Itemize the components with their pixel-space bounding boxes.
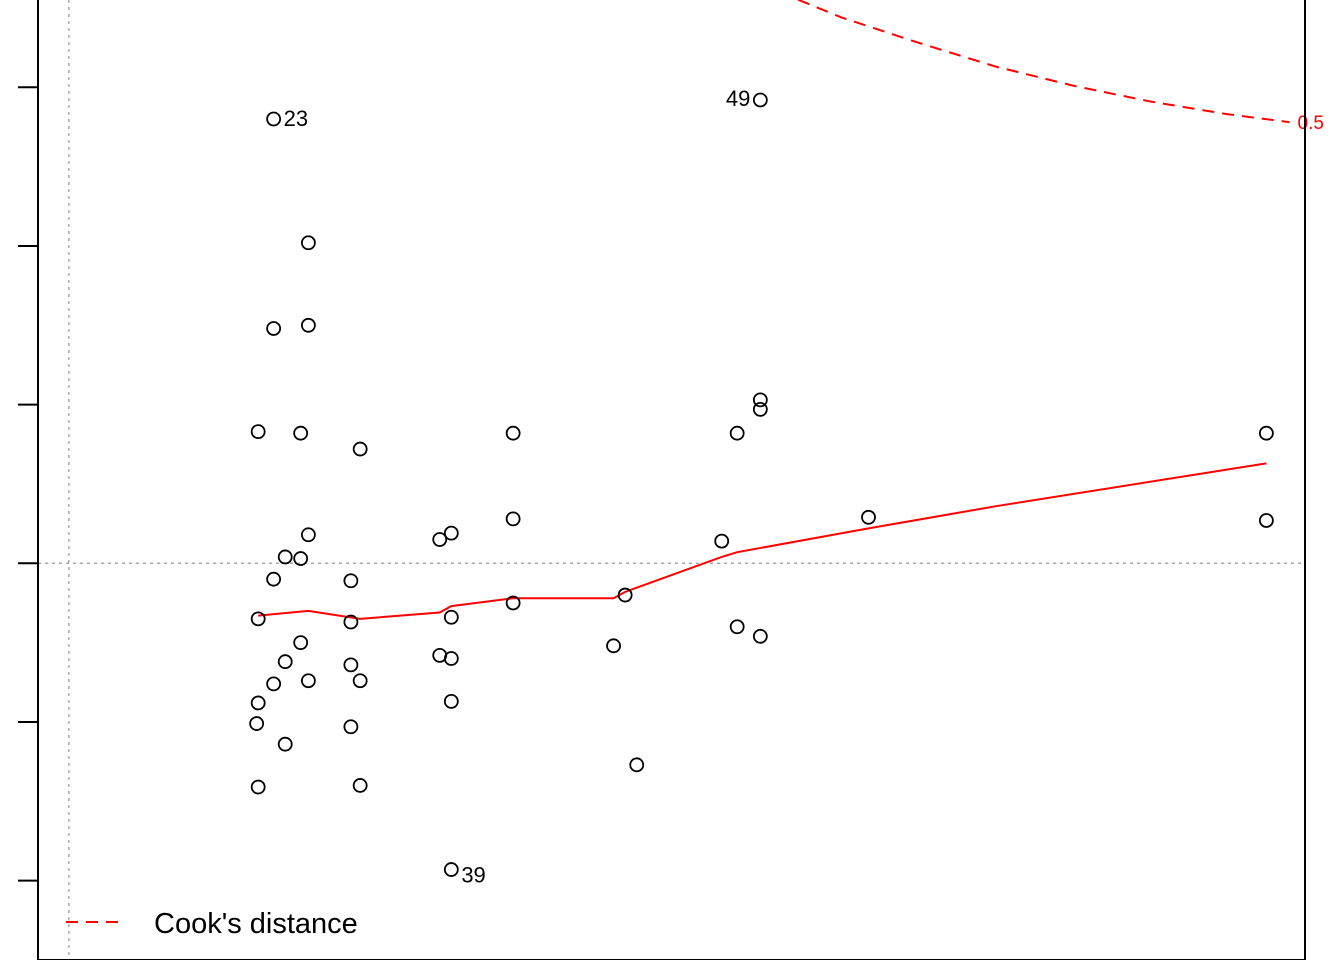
data-point	[752, 392, 768, 408]
legend: Cook's distance	[66, 908, 358, 940]
data-point	[714, 533, 730, 549]
data-point	[300, 235, 316, 251]
point-labels-layer: 23 49 39	[284, 86, 751, 888]
data-point	[343, 614, 359, 630]
data-point	[629, 757, 645, 773]
data-point	[352, 673, 368, 689]
data-point	[249, 716, 265, 731]
data-point	[617, 587, 633, 603]
data-point	[752, 92, 768, 108]
data-point	[293, 635, 309, 651]
data-point	[1258, 425, 1274, 441]
data-point	[250, 779, 266, 795]
data-point	[277, 736, 293, 752]
data-point	[250, 424, 266, 440]
data-point	[352, 441, 368, 457]
data-point	[343, 573, 359, 589]
data-point	[352, 778, 368, 793]
data-point	[293, 551, 309, 566]
data-point	[505, 511, 521, 527]
smoother-layer	[258, 462, 1267, 620]
data-point	[266, 111, 282, 127]
data-point	[443, 651, 459, 666]
data-point	[277, 654, 293, 670]
point-label: 39	[461, 863, 485, 888]
data-point	[752, 401, 768, 417]
data-point	[277, 549, 293, 565]
data-point	[443, 862, 459, 877]
legend-cooks-label: Cook's distance	[154, 908, 358, 940]
data-point	[443, 525, 459, 541]
data-point	[606, 638, 621, 654]
points-layer	[249, 92, 1274, 877]
data-point	[300, 317, 316, 333]
data-point	[861, 509, 876, 525]
data-point	[300, 673, 316, 689]
plot-frame	[37, 0, 1306, 960]
y-axis-ticks	[18, 86, 38, 882]
data-point	[300, 527, 316, 543]
point-label: 49	[726, 86, 750, 111]
data-point	[250, 695, 266, 711]
cooks-distance-layer: 0.5	[796, 0, 1324, 134]
data-point	[505, 425, 521, 441]
data-point	[266, 321, 282, 336]
cooks-contour-label: 0.5	[1298, 113, 1324, 134]
data-point	[293, 425, 309, 441]
data-point	[250, 611, 266, 627]
data-point	[266, 676, 282, 692]
data-point	[505, 595, 521, 611]
data-point	[443, 693, 459, 709]
data-point	[266, 571, 282, 587]
data-point	[1258, 513, 1274, 528]
smoother-line	[258, 462, 1267, 620]
point-label: 23	[284, 106, 308, 131]
data-point	[752, 628, 768, 644]
data-point	[432, 532, 448, 547]
cooks-distance-curve	[796, 0, 1290, 124]
data-point	[729, 619, 745, 635]
data-point	[729, 425, 745, 441]
reference-lines	[38, 0, 1305, 960]
data-point	[343, 719, 359, 735]
data-point	[443, 609, 459, 625]
data-point	[343, 657, 359, 673]
